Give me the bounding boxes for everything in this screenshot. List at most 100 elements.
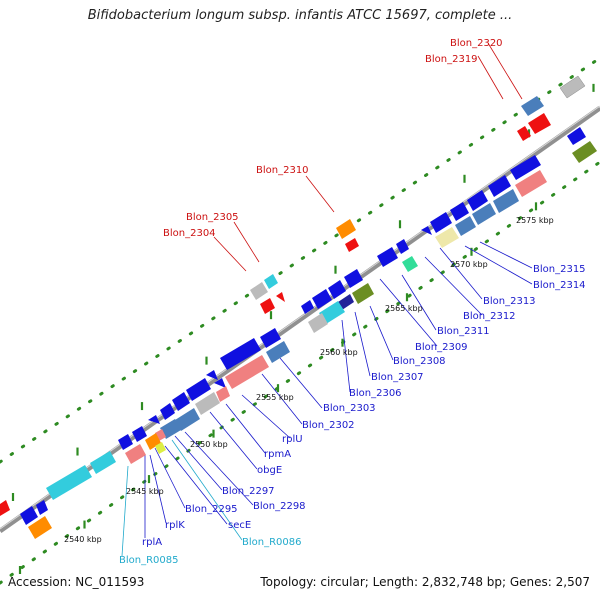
scale-label: 2565 kbp [385,304,423,313]
gene-feature [396,239,409,254]
gene-feature [260,328,281,348]
gene-label: Blon_2310 [256,165,309,176]
gene-feature [160,403,175,420]
gene-label: Blon_R0085 [119,555,179,566]
gene-feature [345,238,359,252]
gene-feature [155,442,166,454]
gene-feature [186,378,211,401]
gene-label: secE [228,520,251,531]
gene-feature [220,338,261,370]
gene-label: Blon_2315 [533,264,586,275]
gene-feature [175,408,200,431]
gene-feature [160,419,181,439]
gene-feature [467,190,488,211]
gene-feature [195,392,220,415]
gene-label: Blon_2309 [415,342,468,353]
gene-feature [225,355,269,389]
gene-feature [344,269,363,288]
gene-feature [402,256,418,272]
map-title: Bifidobacterium longum subsp. infantis A… [87,8,513,23]
gene-feature [250,282,268,300]
gene-label: Blon_2305 [186,212,239,223]
gene-label: rplK [165,520,185,531]
gene-label: rplA [142,537,162,548]
genome-summary-text: Topology: circular; Length: 2,832,748 bp… [260,575,590,589]
gene-feature [0,500,10,516]
gene-feature [572,141,597,163]
gene-feature [510,155,541,180]
gene-label: Blon_2297 [222,486,275,497]
gene-label: Blon_2306 [349,388,402,399]
inner-dotted-guide [0,160,600,585]
gene-feature [377,247,398,267]
gene-label: Blon_2311 [437,326,490,337]
gene-feature [46,465,92,500]
gene-feature [118,434,133,450]
scale-label: 2560 kbp [320,348,358,357]
gene-feature [352,283,374,304]
gene-label: Blon_2302 [302,420,355,431]
gene-feature [559,75,586,99]
gene-feature [90,451,116,474]
gene-feature [430,212,452,233]
gene-feature [125,444,146,464]
gene-feature [20,506,38,525]
gene-feature [148,415,160,424]
gene-feature [145,433,161,450]
gene-label: Blon_2314 [533,280,586,291]
gene-feature [472,203,496,225]
gene-feature [206,370,218,380]
gene-feature [450,202,469,221]
leader-lines [121,42,533,557]
gene-feature [336,219,356,239]
gene-feature [216,386,230,402]
gene-feature [266,341,290,363]
gene-label: Blon_2298 [253,501,306,512]
gene-feature [264,274,278,289]
gene-label: Blon_2304 [163,228,216,239]
scale-label: 2550 kbp [190,440,228,449]
scale-labels: 2540 kbp 2545 kbp 2550 kbp 2555 kbp 2560… [64,216,554,544]
gene-feature [515,170,547,197]
gene-feature [521,96,544,116]
gene-label: rplU [282,434,303,445]
red-gene-labels: Blon_2320 Blon_2319 Blon_2310 Blon_2305 … [163,38,503,239]
scale-label: 2540 kbp [64,535,102,544]
blue-gene-labels: Blon_2315 Blon_2314 Blon_2313 Blon_2312 … [142,264,586,548]
gene-feature [36,500,48,515]
accession-text: Accession: NC_011593 [8,575,145,589]
gene-feature [328,280,346,299]
gene-label: Blon_2295 [185,504,238,515]
gene-label: Blon_2308 [393,356,446,367]
gene-label: Blon_R0086 [242,537,302,548]
gene-feature [319,301,345,324]
gene-feature [455,216,476,236]
gene-label: Blon_2313 [483,296,536,307]
gene-feature [567,127,586,145]
gene-features [0,75,597,539]
outer-dotted-guide [0,56,600,464]
gene-label: Blon_2303 [323,403,376,414]
gene-feature [435,227,459,248]
gene-label: obgE [257,465,282,476]
gene-feature [528,113,551,134]
cyan-gene-labels: Blon_R0086 Blon_R0085 [119,537,302,566]
gene-feature [214,378,226,388]
gene-label: Blon_2307 [371,372,424,383]
gene-label: Blon_2320 [450,38,503,49]
gene-feature [172,392,190,411]
gene-feature [312,289,332,309]
gene-feature [308,313,328,333]
scale-label: 2570 kbp [450,260,488,269]
gene-label: Blon_2319 [425,54,478,65]
gene-feature [276,292,285,302]
gene-feature [260,298,275,314]
scale-label: 2555 kbp [256,393,294,402]
gene-feature [421,226,432,235]
gene-label: rpmA [264,449,291,460]
scale-label: 2545 kbp [126,487,164,496]
gene-feature [488,175,511,197]
gene-feature [493,189,519,213]
